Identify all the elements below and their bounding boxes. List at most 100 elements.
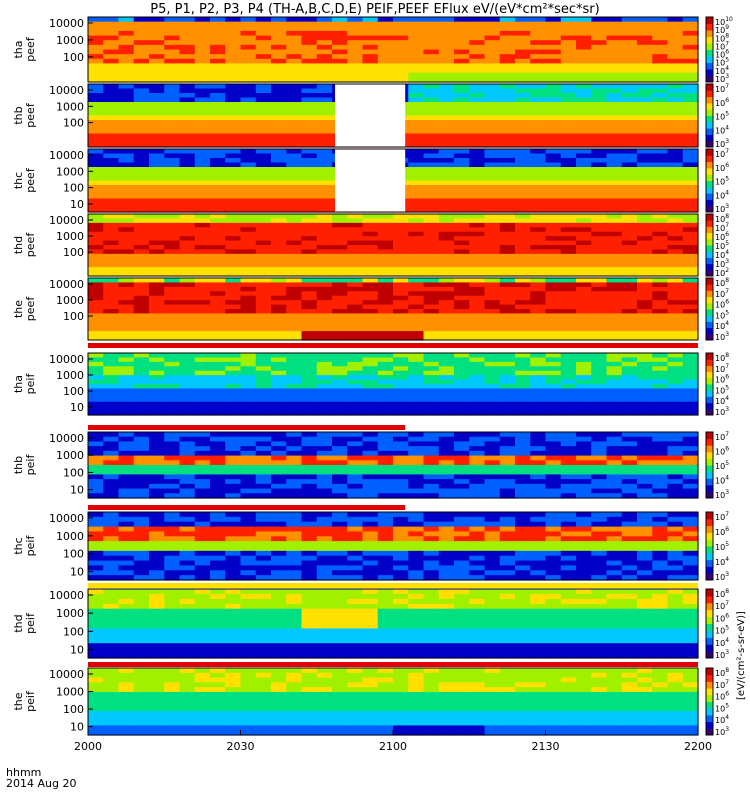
thb-peif-ytick: 10 bbox=[70, 484, 84, 497]
x-tick-label: 2130 bbox=[532, 740, 560, 753]
thd-peef-panel: thd peef 10000 1000 100 bbox=[12, 213, 699, 277]
the-peef-cbar-tick: 107 bbox=[715, 288, 729, 299]
thc-peif-ytick: 10000 bbox=[49, 512, 84, 525]
thb-peef-ytick: 100 bbox=[63, 117, 84, 130]
thb-peef-panel: thb peef 10000 1000 100 bbox=[12, 83, 699, 148]
thd-peif-ylabel-product: peif bbox=[24, 612, 37, 634]
tha-peef-cbar-tick: 1010 bbox=[715, 16, 733, 27]
tha-peif-cbar-tick: 108 bbox=[715, 352, 729, 363]
thd-peif-panel: thd peif 10000 1000 100 10 bbox=[12, 588, 699, 659]
thb-peif-panel: thb peif 10000 1000 100 10 bbox=[12, 431, 699, 499]
the-peef-cbar-tick: 105 bbox=[715, 309, 729, 320]
the-peef-ytick: 1000 bbox=[56, 294, 84, 307]
thd-peif-cbar-tick: 105 bbox=[715, 625, 729, 636]
tha-peif-ylabel-probe: tha bbox=[12, 375, 25, 393]
thb-peif-ytick: 1000 bbox=[56, 449, 84, 462]
thd-peif-ytick: 1000 bbox=[56, 607, 84, 620]
thb-peif-cbar-tick: 103 bbox=[715, 489, 729, 500]
thd-peef-ylabel-probe: thd bbox=[12, 236, 25, 254]
the-peif-cbar-tick: 106 bbox=[715, 691, 729, 702]
thb-peef-cbar-tick: 104 bbox=[715, 124, 729, 135]
x-tick-label: 2100 bbox=[379, 740, 407, 753]
thc-peif-ytick: 10 bbox=[70, 566, 84, 579]
thb-peif-ytick: 100 bbox=[63, 466, 84, 479]
thb-peif-cbar-tick: 105 bbox=[715, 460, 729, 471]
thc-peif-ytick: 1000 bbox=[56, 530, 84, 543]
tha-peif-cbar-tick: 104 bbox=[715, 395, 729, 406]
thc-peif-cbar-tick: 104 bbox=[715, 556, 729, 567]
thd-peef-ytick: 10000 bbox=[49, 214, 84, 227]
strip-the-peef bbox=[88, 343, 698, 348]
thb-peef-cbar-tick: 103 bbox=[715, 138, 729, 149]
thc-peef-cbar-tick: 105 bbox=[715, 176, 729, 187]
tha-peif-cbar-tick: 107 bbox=[715, 363, 729, 374]
thd-peef-cbar-tick: 108 bbox=[715, 213, 729, 224]
thd-peif-ylabel-probe: thd bbox=[12, 614, 25, 632]
thc-peef-ylabel-product: peef bbox=[24, 167, 37, 193]
thc-peif-ylabel-probe: thc bbox=[12, 537, 25, 554]
tha-peef-ytick: 100 bbox=[63, 51, 84, 64]
tha-peef-cbar-tick: 103 bbox=[715, 73, 729, 84]
thb-peif-ylabel-product: peif bbox=[24, 454, 37, 476]
thd-peif-cbar-tick: 107 bbox=[715, 600, 729, 611]
the-peef-ytick: 100 bbox=[63, 310, 84, 323]
tha-peef-cbar-tick: 104 bbox=[715, 65, 729, 76]
tha-peif-ylabel-product: peif bbox=[24, 373, 37, 395]
thd-peef-cbar-tick: 105 bbox=[715, 240, 729, 251]
thc-peif-cbar-tick: 105 bbox=[715, 541, 729, 552]
thb-peif-ytick: 10000 bbox=[49, 432, 84, 445]
the-peif-ylabel-probe: the bbox=[12, 692, 25, 710]
strip-tha-peif bbox=[88, 425, 406, 430]
thd-peif-ytick: 10 bbox=[70, 643, 84, 656]
tha-peef-cbar-tick: 108 bbox=[715, 32, 729, 43]
thd-peif-cbar-tick: 106 bbox=[715, 612, 729, 623]
thd-peef-cbar-tick: 106 bbox=[715, 231, 729, 242]
the-peef-panel: the peef 10000 1000 100 bbox=[12, 277, 699, 341]
thc-peef-cbar-tick: 107 bbox=[715, 148, 729, 159]
tha-peif-ytick: 10000 bbox=[49, 353, 84, 366]
thd-peef-ytick: 100 bbox=[63, 246, 84, 259]
x-tick-label: 2000 bbox=[74, 740, 102, 753]
thb-peef-ytick: 10000 bbox=[49, 84, 84, 97]
the-peif-cbar-tick: 107 bbox=[715, 679, 729, 690]
thc-peef-cbar-tick: 104 bbox=[715, 189, 729, 200]
strip-thd-peif bbox=[88, 662, 698, 667]
x-tick-label: 2030 bbox=[227, 740, 255, 753]
thb-peif-colorbar: 107 106 105 104 103 bbox=[705, 431, 729, 500]
time-axis-label: hhmm bbox=[6, 766, 42, 779]
thb-peif-cbar-tick: 107 bbox=[715, 431, 729, 442]
chart-title: P5, P1, P2, P3, P4 (TH-A,B,C,D,E) PEIF,P… bbox=[150, 2, 600, 17]
thd-peef-cbar-tick: 103 bbox=[715, 258, 729, 269]
tha-peef-panel: tha peef 10000 1000 100 bbox=[12, 16, 699, 83]
the-peif-cbar-tick: 104 bbox=[715, 714, 729, 725]
thc-peif-ylabel-product: peif bbox=[24, 535, 37, 557]
thc-peef-ytick: 10 bbox=[70, 198, 84, 211]
tha-peif-cbar-tick: 105 bbox=[715, 384, 729, 395]
the-peef-ylabel-product: peef bbox=[24, 296, 37, 322]
tha-peif-ytick: 10 bbox=[70, 401, 84, 414]
thb-peef-cbar-tick: 105 bbox=[715, 111, 729, 122]
the-peef-ylabel-probe: the bbox=[12, 300, 25, 318]
the-peef-cbar-tick: 108 bbox=[715, 277, 729, 288]
thd-peef-ytick: 1000 bbox=[56, 230, 84, 243]
the-peef-ytick: 10000 bbox=[49, 278, 84, 291]
thc-peif-cbar-tick: 103 bbox=[715, 571, 729, 582]
thc-peif-cbar-tick: 107 bbox=[715, 511, 729, 522]
the-peef-cbar-tick: 106 bbox=[715, 299, 729, 310]
tha-peef-ylabel-product: peef bbox=[24, 36, 37, 62]
the-peif-cbar-tick: 108 bbox=[715, 667, 729, 678]
thb-peef-ylabel-probe: thb bbox=[12, 106, 25, 124]
the-peif-cbar-tick: 103 bbox=[715, 726, 729, 737]
strip-thb-peif bbox=[88, 505, 406, 510]
tha-peef-cbar-tick: 105 bbox=[715, 57, 729, 68]
thb-peif-ylabel-probe: thb bbox=[12, 456, 25, 474]
thd-peef-cbar-tick: 107 bbox=[715, 222, 729, 233]
tha-peef-ytick: 1000 bbox=[56, 34, 84, 47]
the-peif-ytick: 1000 bbox=[56, 686, 84, 699]
